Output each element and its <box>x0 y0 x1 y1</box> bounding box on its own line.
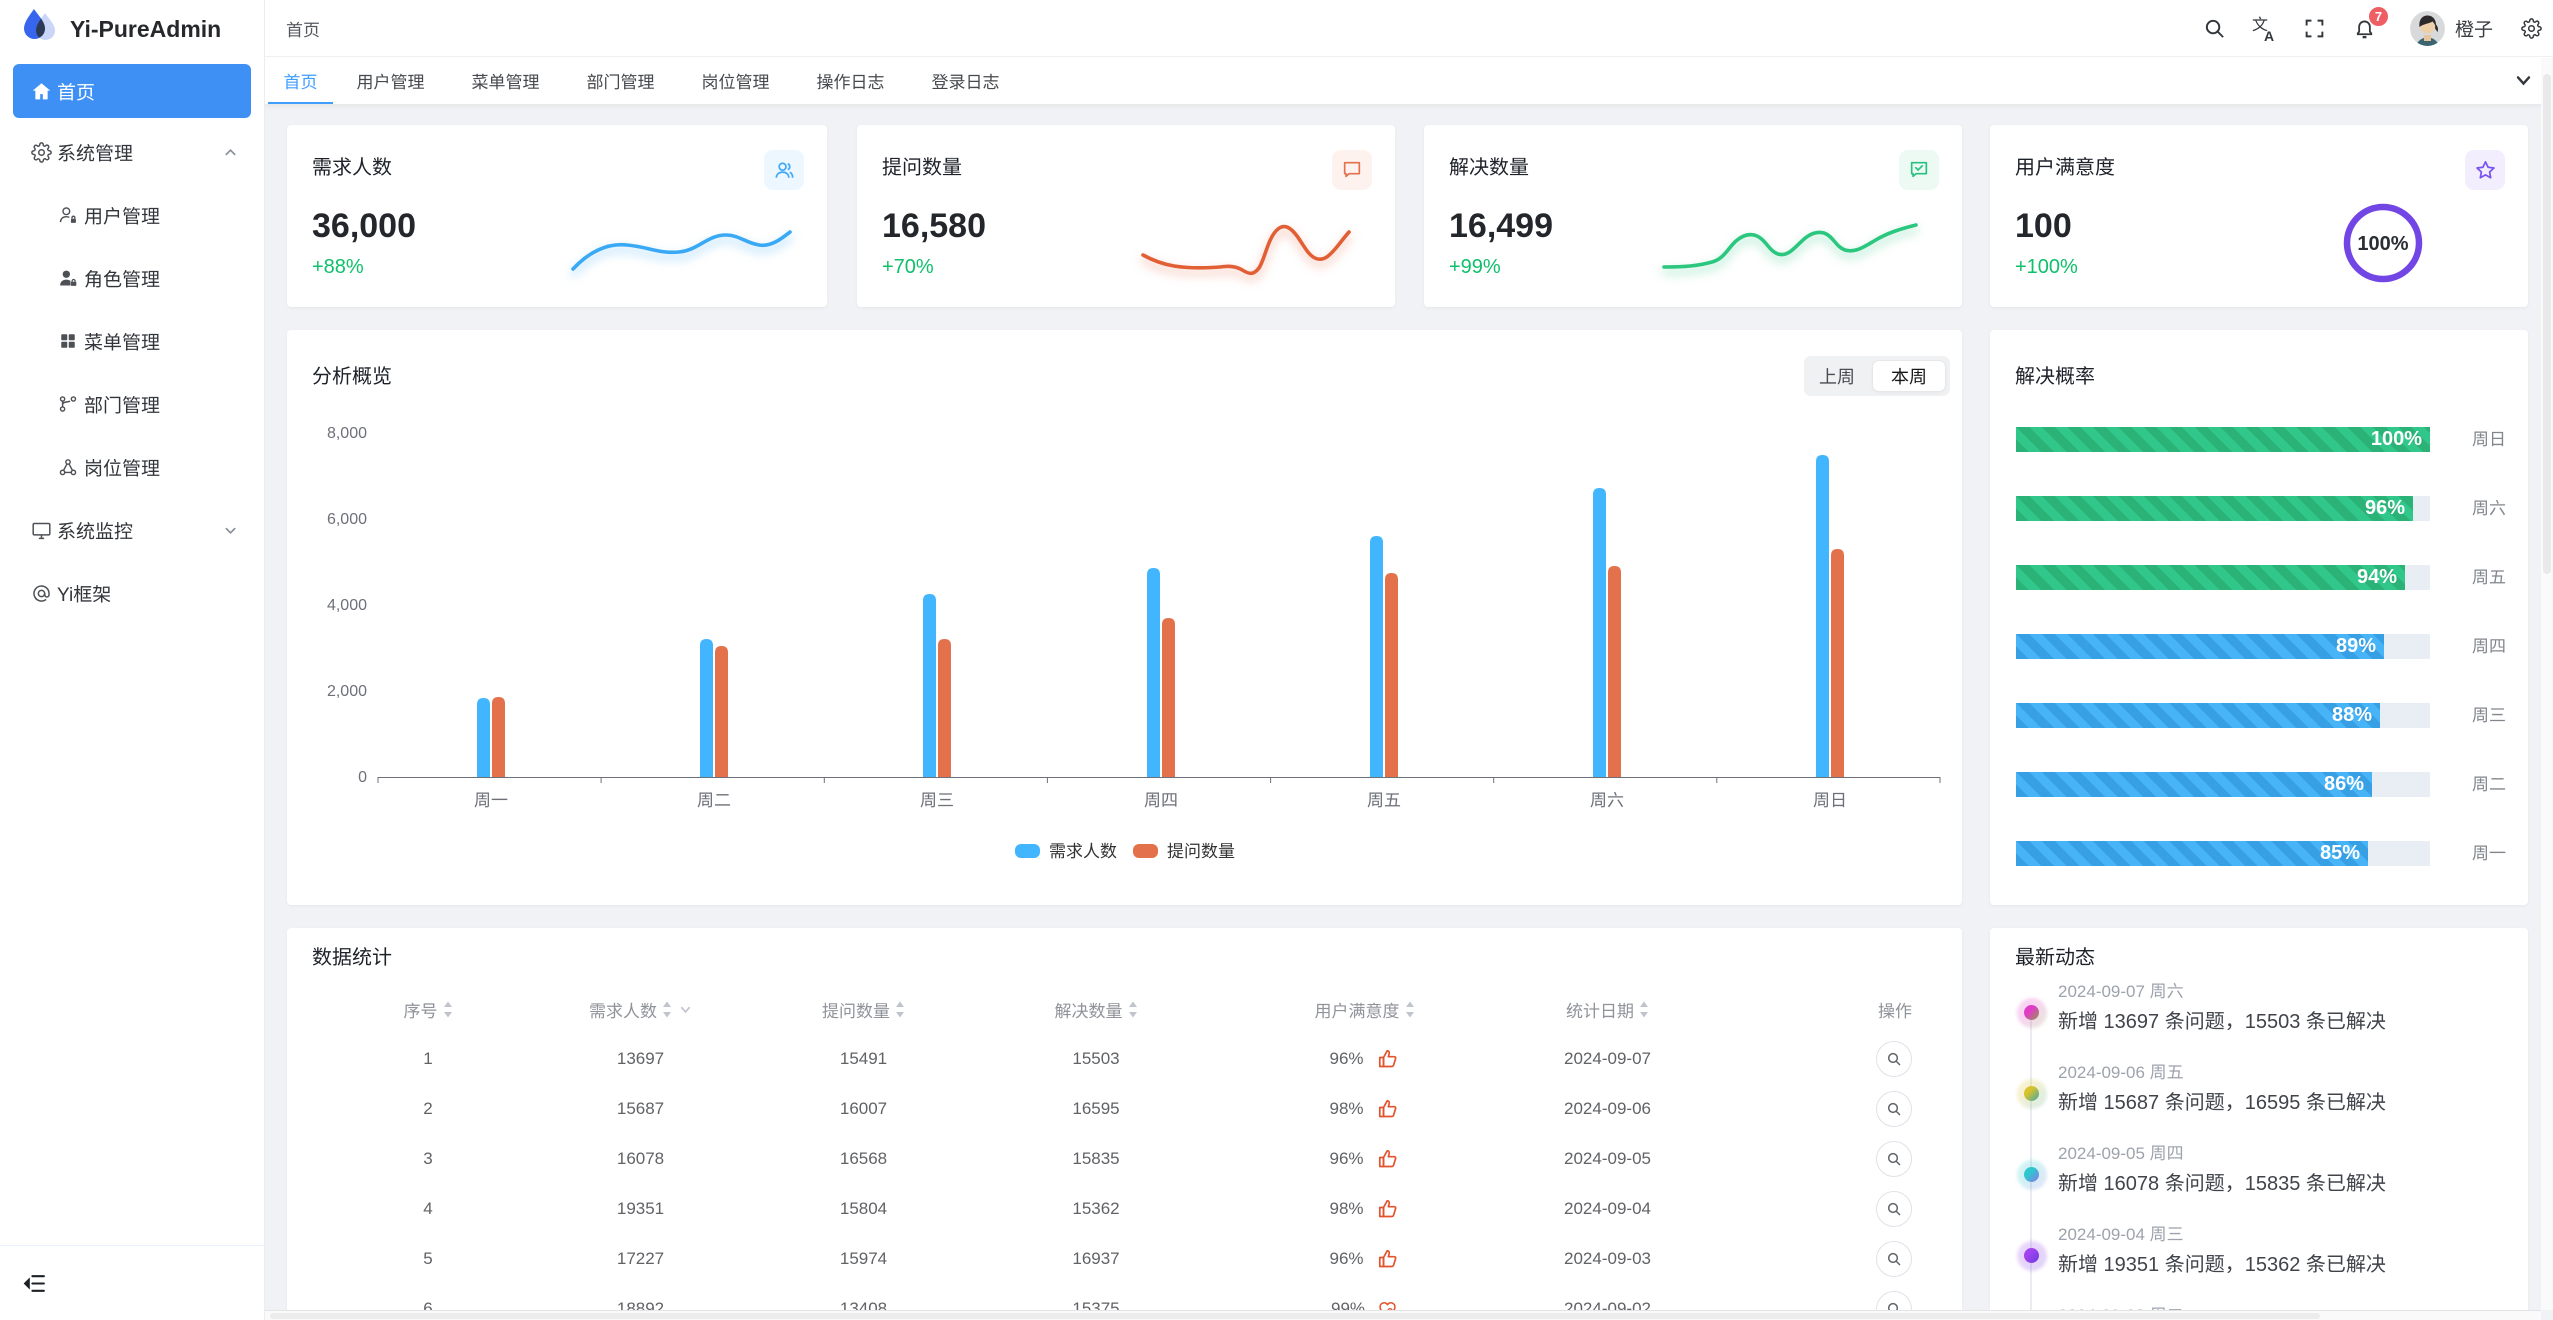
svg-text:2,000: 2,000 <box>327 683 367 700</box>
svg-text:周一: 周一 <box>474 791 508 810</box>
svg-text:A: A <box>2264 28 2274 42</box>
svg-text:周四: 周四 <box>1144 791 1178 810</box>
svg-text:6,000: 6,000 <box>327 511 367 528</box>
svg-text:0: 0 <box>358 769 367 786</box>
svg-text:周三: 周三 <box>920 791 954 810</box>
svg-text:8,000: 8,000 <box>327 425 367 442</box>
svg-text:文: 文 <box>2252 15 2268 35</box>
svg-text:周二: 周二 <box>697 791 731 810</box>
svg-text:需求人数: 需求人数 <box>1049 842 1117 861</box>
svg-text:周六: 周六 <box>1590 791 1624 810</box>
svg-text:周五: 周五 <box>1367 791 1401 810</box>
svg-text:4,000: 4,000 <box>327 597 367 614</box>
svg-text:100%: 100% <box>2357 233 2408 255</box>
svg-text:提问数量: 提问数量 <box>1167 842 1235 861</box>
svg-text:周日: 周日 <box>1813 791 1847 810</box>
